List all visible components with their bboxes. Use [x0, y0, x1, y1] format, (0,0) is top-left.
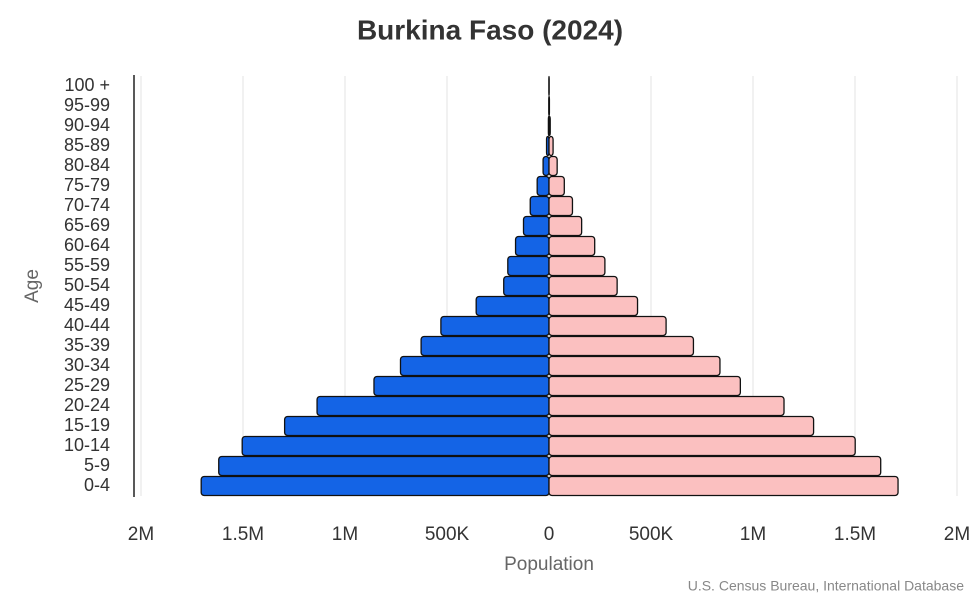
bar — [507, 255, 550, 277]
x-tick-label: 2M — [128, 524, 154, 545]
bar — [548, 335, 695, 357]
bar — [548, 455, 882, 477]
y-tick-label: 85-89 — [64, 135, 110, 155]
y-tick-label: 80-84 — [64, 155, 110, 175]
bar — [548, 135, 554, 157]
x-tick-label: 2M — [944, 524, 970, 545]
bar — [548, 255, 606, 277]
bar — [548, 355, 721, 377]
x-tick-label: 1.5M — [834, 524, 876, 545]
chart-title: Burkina Faso (2024) — [357, 14, 623, 45]
bar — [420, 335, 550, 357]
y-tick-label: 70-74 — [64, 195, 110, 215]
bar — [548, 375, 742, 397]
bar — [548, 115, 551, 137]
y-tick-label: 0-4 — [84, 475, 110, 495]
bar — [503, 275, 550, 297]
y-tick-label: 10-14 — [64, 435, 110, 455]
y-tick-label: 50-54 — [64, 275, 110, 295]
x-tick-label: 1M — [332, 524, 358, 545]
x-tick-label: 0 — [544, 524, 555, 545]
bar — [440, 315, 550, 337]
x-tick-label: 1M — [740, 524, 766, 545]
bar — [548, 195, 574, 217]
y-tick-label: 40-44 — [64, 315, 110, 335]
bar — [548, 295, 639, 317]
bar — [548, 175, 565, 197]
y-tick-label: 55-59 — [64, 255, 110, 275]
bar — [548, 275, 618, 297]
bar — [241, 435, 550, 457]
bar — [475, 295, 550, 317]
y-tick-label: 65-69 — [64, 215, 110, 235]
bar — [522, 215, 550, 237]
bar — [514, 235, 550, 257]
x-tick-label: 500K — [629, 524, 674, 545]
bar — [218, 455, 550, 477]
bar — [548, 215, 583, 237]
y-tick-label: 90-94 — [64, 115, 110, 135]
source-note: U.S. Census Bureau, International Databa… — [688, 578, 964, 594]
bar — [399, 355, 550, 377]
y-tick-label: 45-49 — [64, 295, 110, 315]
bar — [548, 395, 785, 417]
y-tick-label: 25-29 — [64, 375, 110, 395]
y-tick-label: 35-39 — [64, 335, 110, 355]
x-tick-label: 1.5M — [222, 524, 264, 545]
bar — [283, 415, 550, 437]
y-tick-label: 5-9 — [84, 455, 110, 475]
x-tick-label: 500K — [425, 524, 470, 545]
y-tick-label: 20-24 — [64, 395, 110, 415]
bar — [316, 395, 550, 417]
bar — [548, 235, 596, 257]
y-tick-label: 75-79 — [64, 175, 110, 195]
x-axis-label: Population — [504, 554, 594, 575]
y-tick-label: 30-34 — [64, 355, 110, 375]
bar — [529, 195, 550, 217]
bar — [542, 155, 550, 177]
bar — [548, 415, 815, 437]
bar — [548, 315, 667, 337]
y-tick-label: 60-64 — [64, 235, 110, 255]
y-tick-label: 95-99 — [64, 95, 110, 115]
bar — [548, 475, 899, 497]
y-tick-label: 15-19 — [64, 415, 110, 435]
bar — [373, 375, 550, 397]
bar — [536, 175, 550, 197]
y-tick-label: 100 + — [64, 75, 110, 95]
bar — [200, 475, 550, 497]
y-axis-label: Age — [22, 269, 43, 303]
bar — [548, 155, 558, 177]
bar — [548, 435, 856, 457]
